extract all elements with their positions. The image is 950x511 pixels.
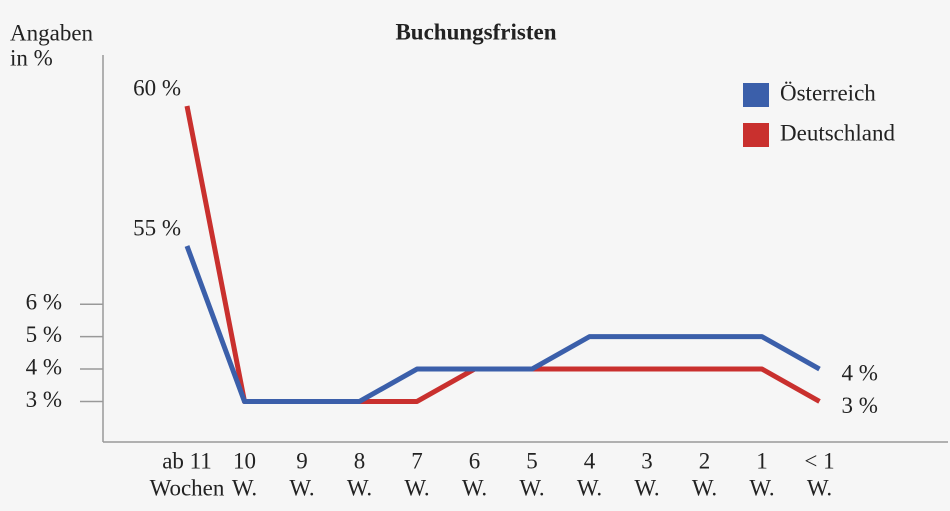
x-tick-label: 4 xyxy=(584,448,596,473)
x-tick-label: W. xyxy=(692,475,717,500)
data-label: 55 % xyxy=(133,215,181,240)
x-tick-label: 9 xyxy=(296,448,308,473)
chart-title: Buchungsfristen xyxy=(395,19,556,44)
x-tick-label: 7 xyxy=(411,448,423,473)
x-tick-label: W. xyxy=(232,475,257,500)
x-tick-label: 5 xyxy=(526,448,538,473)
data-label: 3 % xyxy=(842,393,878,418)
y-tick-label: 6 % xyxy=(26,289,62,314)
data-label: 60 % xyxy=(133,75,181,100)
legend-label: Deutschland xyxy=(780,120,895,145)
x-tick-label: W. xyxy=(519,475,544,500)
x-tick-label: W. xyxy=(634,475,659,500)
x-tick-label: < 1 xyxy=(804,448,834,473)
y-tick-label: 4 % xyxy=(26,354,62,379)
data-label: 4 % xyxy=(842,360,878,385)
x-tick-label: W. xyxy=(347,475,372,500)
legend-swatch xyxy=(743,83,769,107)
x-tick-label: W. xyxy=(462,475,487,500)
x-tick-label: W. xyxy=(289,475,314,500)
x-tick-label: Wochen xyxy=(150,475,225,500)
x-tick-label: W. xyxy=(404,475,429,500)
y-tick-label: 3 % xyxy=(26,387,62,412)
series-line xyxy=(184,245,821,404)
x-tick-label: 8 xyxy=(354,448,366,473)
legend-swatch xyxy=(743,123,769,147)
x-tick-label: W. xyxy=(577,475,602,500)
y-tick-label: 5 % xyxy=(26,322,62,347)
x-tick-label: W. xyxy=(749,475,774,500)
y-axis-label: Angaben xyxy=(10,20,94,45)
x-tick-label: 10 xyxy=(233,448,256,473)
x-tick-label: ab 11 xyxy=(162,448,212,473)
y-axis-label: in % xyxy=(10,45,53,70)
legend-label: Österreich xyxy=(780,80,876,105)
x-tick-label: 1 xyxy=(756,448,768,473)
x-tick-label: 6 xyxy=(469,448,481,473)
x-tick-label: 2 xyxy=(699,448,711,473)
x-tick-label: W. xyxy=(807,475,832,500)
x-tick-label: 3 xyxy=(641,448,653,473)
